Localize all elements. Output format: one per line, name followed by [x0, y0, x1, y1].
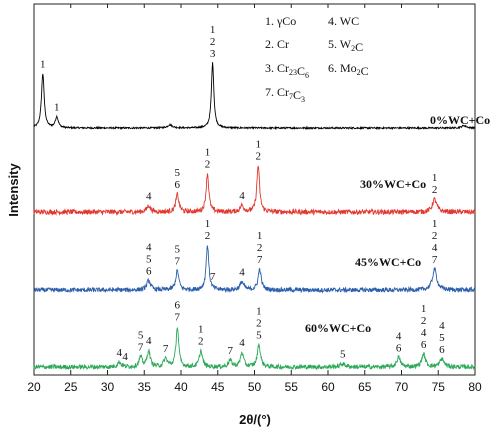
x-axis-title: 2θ/(°) [239, 412, 271, 427]
peak-label: 5 [138, 329, 144, 341]
peak-label: 2 [432, 184, 438, 196]
peak-label: 4 [396, 330, 402, 342]
peak-label: 1 [256, 305, 262, 317]
peak-label: 6 [175, 179, 181, 191]
series-layer [33, 62, 476, 371]
peak-label: 2 [255, 150, 261, 162]
peak-label: 1 [40, 59, 46, 71]
peak-label: 3 [210, 48, 216, 60]
legend: 1. γCo 2. Cr 3. Cr23C6 4. WC 5. W2C 6. Mo2C 7.… [265, 14, 369, 104]
peak-label: 5 [175, 244, 181, 256]
peak-label: 1 [421, 303, 427, 315]
series-label-layer: 0%WC+Co 30%WC+Co 45%WC+Co 60%WC+Co [305, 113, 490, 335]
series-label: 45%WC+Co [355, 255, 421, 269]
peak-label: 6 [146, 265, 152, 277]
x-tick-label: 75 [432, 380, 446, 394]
peak-label: 1 [257, 230, 263, 242]
peak-label: 7 [432, 254, 438, 266]
legend-entry: 3. Cr23C6 [265, 61, 309, 80]
peak-label: 2 [421, 315, 427, 327]
x-tick-label: 80 [468, 380, 482, 394]
x-tick-label: 40 [174, 380, 188, 394]
x-tick-label: 50 [248, 380, 262, 394]
series-line [33, 165, 476, 216]
peak-label: 2 [257, 242, 263, 254]
peak-label: 6 [396, 342, 402, 354]
series-line [33, 245, 476, 294]
peak-label: 1 [205, 218, 211, 230]
x-tick-label: 45 [211, 380, 225, 394]
legend-entry: 5. W2C [328, 37, 363, 54]
peak-label: 5 [175, 167, 181, 179]
peak-label: 1 [198, 324, 204, 336]
legend-entry: 4. WC [328, 14, 359, 28]
legend-entry: 1. γCo [265, 14, 296, 28]
series-label: 60%WC+Co [305, 321, 371, 335]
peak-label: 5 [340, 349, 346, 361]
peak-label: 1 [54, 101, 60, 113]
peak-label: 7 [175, 312, 181, 324]
legend-entry: 2. Cr [265, 37, 289, 51]
peak-label: 7 [210, 271, 216, 283]
peak-label: 4 [239, 267, 245, 279]
peak-label: 4 [122, 351, 128, 363]
peak-label: 4 [239, 337, 245, 349]
peak-label: 6 [175, 300, 181, 312]
x-tick-label: 35 [138, 380, 152, 394]
peak-label: 4 [421, 327, 427, 339]
peak-label: 5 [439, 332, 445, 344]
x-axis: 20 25 30 35 40 45 50 55 60 65 70 75 80 [27, 4, 482, 394]
peak-label: 1 [255, 138, 261, 150]
legend-entry: 7. Cr7C3 [265, 85, 305, 104]
peak-label: 4 [146, 191, 152, 203]
peak-label: 2 [210, 36, 216, 48]
peak-label: 4 [146, 335, 152, 347]
peak-label: 7 [163, 343, 169, 355]
peak-label: 2 [205, 230, 211, 242]
peak-label: 1 [205, 147, 211, 159]
x-tick-label: 30 [101, 380, 115, 394]
peak-label: 7 [257, 254, 263, 266]
peak-label: 2 [432, 230, 438, 242]
peak-label: 2 [256, 317, 262, 329]
series-line [33, 62, 476, 131]
series-label: 0%WC+Co [430, 113, 490, 127]
series-line [33, 327, 476, 371]
peak-label: 4 [239, 190, 245, 202]
x-tick-label: 70 [395, 380, 409, 394]
peak-label: 2 [198, 336, 204, 348]
x-tick-label: 65 [358, 380, 372, 394]
peak-label: 4 [146, 241, 152, 253]
x-tick-label: 60 [321, 380, 335, 394]
x-tick-label: 55 [285, 380, 299, 394]
peak-label: 7 [138, 341, 144, 353]
peak-label: 7 [227, 345, 233, 357]
peak-label: 4 [439, 320, 445, 332]
y-axis-title: Intensity [6, 163, 21, 217]
peak-label: 1 [432, 172, 438, 184]
peak-label: 4 [117, 347, 123, 359]
peak-label: 1 [210, 24, 216, 36]
x-tick-label: 25 [64, 380, 78, 394]
peak-label: 7 [175, 256, 181, 268]
peak-label: 6 [421, 339, 427, 351]
x-tick-label: 20 [27, 380, 41, 394]
peak-label: 4 [432, 242, 438, 254]
peak-label: 1 [432, 218, 438, 230]
series-label: 30%WC+Co [360, 177, 426, 191]
peak-label: 2 [205, 159, 211, 171]
peak-label: 6 [439, 344, 445, 356]
legend-entry: 6. Mo2C [328, 61, 369, 78]
peak-label: 5 [146, 253, 152, 265]
peak-label: 5 [256, 329, 262, 341]
